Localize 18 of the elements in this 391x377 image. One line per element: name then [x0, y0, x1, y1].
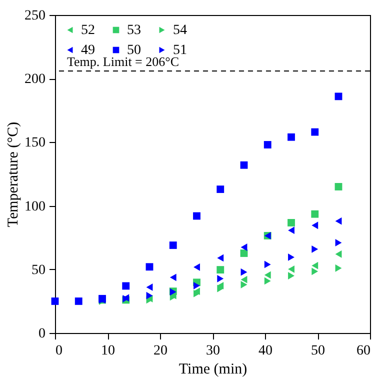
x-tick-label: 0: [56, 344, 62, 358]
y-tick-label: 50: [32, 262, 46, 278]
y-tick-label: 100: [24, 199, 46, 214]
x-tick-label: 50: [311, 344, 325, 358]
y-tick-label: 0: [38, 326, 46, 342]
x-tick-label: 30: [206, 344, 220, 358]
y-tick-label: 200: [24, 72, 46, 88]
x-axis-title: Time (min): [178, 362, 248, 377]
legend-label: 53: [127, 23, 141, 38]
y-tick-label: 150: [24, 136, 46, 151]
x-tick-label: 20: [154, 344, 168, 358]
x-tick-label: 40: [258, 344, 272, 358]
x-tick-label: 10: [101, 344, 115, 358]
y-axis-title: Temperature (°C): [6, 122, 22, 228]
legend-label: 54: [173, 23, 187, 38]
x-tick-label: 60: [356, 344, 370, 358]
legend-label: 52: [81, 23, 95, 38]
y-tick-label: 250: [24, 8, 46, 24]
